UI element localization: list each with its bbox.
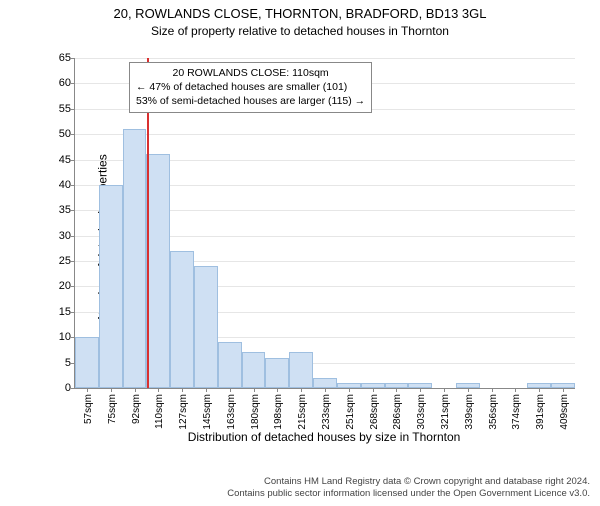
page-title: 20, ROWLANDS CLOSE, THORNTON, BRADFORD, …: [0, 6, 600, 23]
histogram-bar: [265, 358, 289, 388]
y-tick: [71, 185, 75, 186]
x-tick-label: 391sqm: [535, 394, 546, 430]
x-tick: [254, 388, 255, 392]
histogram-bar: [123, 129, 147, 388]
histogram-bar: [242, 352, 266, 388]
x-tick: [111, 388, 112, 392]
annotation-line-3: 53% of semi-detached houses are larger (…: [136, 94, 365, 108]
x-tick: [373, 388, 374, 392]
y-tick-label: 65: [47, 52, 71, 64]
y-tick-label: 25: [47, 255, 71, 267]
x-tick: [158, 388, 159, 392]
x-tick: [277, 388, 278, 392]
plot-area: 0510152025303540455055606557sqm75sqm92sq…: [74, 58, 575, 389]
footer-attribution: Contains HM Land Registry data © Crown c…: [227, 476, 590, 500]
x-tick-label: 268sqm: [369, 394, 380, 430]
x-tick-label: 356sqm: [488, 394, 499, 430]
histogram-bar: [194, 266, 218, 388]
y-tick-label: 60: [47, 77, 71, 89]
x-tick: [444, 388, 445, 392]
x-tick-label: 92sqm: [131, 394, 142, 424]
x-tick: [182, 388, 183, 392]
x-tick: [325, 388, 326, 392]
x-tick-label: 233sqm: [321, 394, 332, 430]
y-tick: [71, 160, 75, 161]
histogram-bar: [99, 185, 123, 388]
x-tick-label: 374sqm: [511, 394, 522, 430]
gridline: [75, 58, 575, 59]
y-tick-label: 50: [47, 128, 71, 140]
annotation-line-2: ← 47% of detached houses are smaller (10…: [136, 80, 365, 94]
x-tick-label: 75sqm: [107, 394, 118, 424]
x-tick: [87, 388, 88, 392]
x-tick: [135, 388, 136, 392]
x-tick-label: 303sqm: [416, 394, 427, 430]
x-tick-label: 321sqm: [440, 394, 451, 430]
x-tick-label: 110sqm: [154, 394, 165, 429]
x-tick-label: 163sqm: [226, 394, 237, 430]
x-tick: [515, 388, 516, 392]
x-tick-label: 251sqm: [345, 394, 356, 430]
y-tick: [71, 58, 75, 59]
y-tick: [71, 261, 75, 262]
x-tick-label: 339sqm: [464, 394, 475, 430]
x-tick-label: 409sqm: [559, 394, 570, 430]
footer-line-2: Contains public sector information licen…: [227, 488, 590, 500]
histogram-bar: [313, 378, 337, 388]
y-tick-label: 55: [47, 103, 71, 115]
y-tick-label: 20: [47, 280, 71, 292]
y-tick: [71, 210, 75, 211]
y-tick: [71, 83, 75, 84]
y-tick: [71, 388, 75, 389]
x-tick: [563, 388, 564, 392]
histogram-bar: [146, 154, 170, 388]
y-tick: [71, 286, 75, 287]
y-tick-label: 0: [47, 382, 71, 394]
y-tick-label: 30: [47, 230, 71, 242]
x-tick-label: 198sqm: [273, 394, 284, 430]
x-tick-label: 145sqm: [202, 394, 213, 430]
y-tick-label: 35: [47, 204, 71, 216]
y-tick: [71, 236, 75, 237]
x-tick: [539, 388, 540, 392]
y-tick-label: 15: [47, 306, 71, 318]
x-tick: [230, 388, 231, 392]
x-tick-label: 215sqm: [297, 394, 308, 430]
x-tick-label: 127sqm: [178, 394, 189, 430]
annotation-box: 20 ROWLANDS CLOSE: 110sqm ← 47% of detac…: [129, 62, 372, 113]
x-tick: [349, 388, 350, 392]
x-axis-label: Distribution of detached houses by size …: [74, 430, 574, 478]
x-tick-label: 286sqm: [392, 394, 403, 430]
x-tick: [492, 388, 493, 392]
histogram-bar: [170, 251, 194, 388]
x-tick-label: 57sqm: [83, 394, 94, 424]
y-tick: [71, 109, 75, 110]
x-tick: [420, 388, 421, 392]
gridline: [75, 134, 575, 135]
page-subtitle: Size of property relative to detached ho…: [0, 24, 600, 38]
x-tick: [301, 388, 302, 392]
histogram-bar: [289, 352, 313, 388]
x-tick-label: 180sqm: [250, 394, 261, 430]
y-tick: [71, 312, 75, 313]
histogram-bar: [75, 337, 99, 388]
footer-line-1: Contains HM Land Registry data © Crown c…: [227, 476, 590, 488]
x-tick: [206, 388, 207, 392]
annotation-line-1: 20 ROWLANDS CLOSE: 110sqm: [136, 66, 365, 80]
x-tick: [396, 388, 397, 392]
y-tick-label: 40: [47, 179, 71, 191]
y-tick-label: 45: [47, 154, 71, 166]
y-tick-label: 5: [47, 357, 71, 369]
y-tick: [71, 134, 75, 135]
chart-container: Number of detached properties 0510152025…: [50, 52, 580, 422]
y-tick-label: 10: [47, 331, 71, 343]
x-tick: [468, 388, 469, 392]
histogram-bar: [218, 342, 242, 388]
